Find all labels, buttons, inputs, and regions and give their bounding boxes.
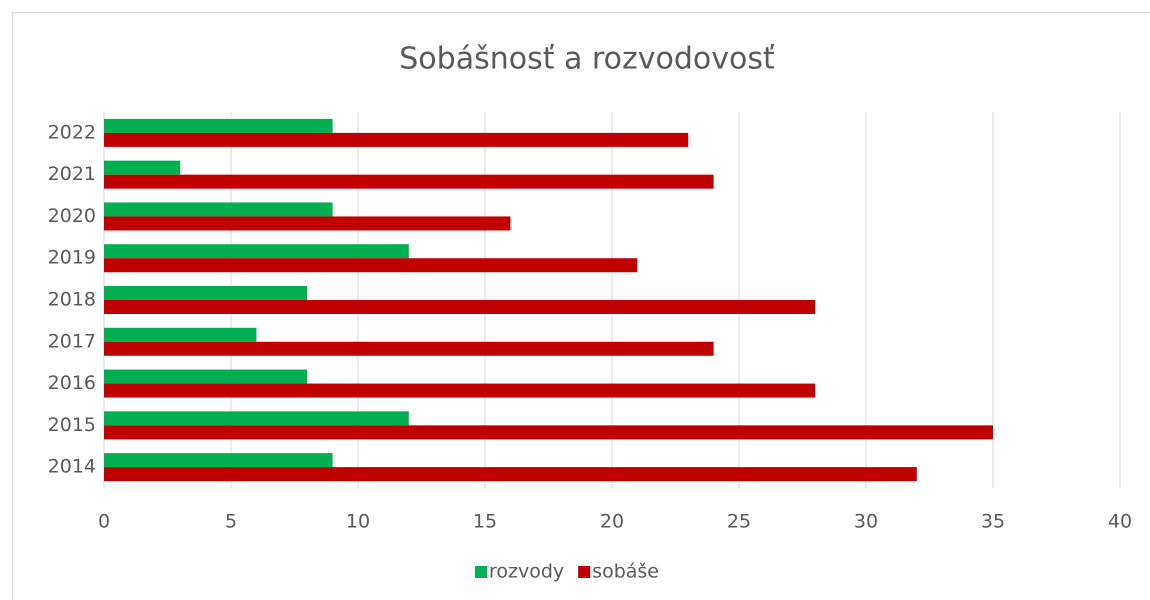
bar — [104, 216, 511, 231]
chart-title: Sobášnosť a rozvodovosť — [399, 42, 775, 77]
x-tick-label: 5 — [225, 511, 237, 533]
y-tick-label: 2018 — [48, 289, 96, 311]
legend-label: sobáše — [592, 561, 659, 583]
x-tick-label: 20 — [600, 511, 624, 533]
bar — [104, 411, 409, 426]
legend-swatch — [578, 566, 591, 578]
y-tick-label: 2015 — [48, 414, 96, 436]
bar — [104, 244, 409, 259]
bar — [104, 118, 333, 133]
legend-label: rozvody — [489, 561, 564, 583]
bar — [104, 258, 638, 273]
y-tick-label: 2022 — [48, 121, 96, 143]
x-tick-label: 40 — [1108, 511, 1132, 533]
bar — [104, 467, 917, 482]
bar — [104, 202, 333, 217]
x-tick-label: 15 — [473, 511, 497, 533]
bar — [104, 300, 816, 314]
x-tick-label: 35 — [981, 511, 1005, 533]
y-tick-label: 2014 — [48, 456, 96, 478]
bar — [104, 383, 816, 398]
bar — [104, 425, 993, 440]
x-tick-label: 10 — [346, 511, 370, 533]
bar — [104, 132, 689, 147]
bar — [104, 160, 181, 175]
x-tick-label: 0 — [98, 511, 110, 533]
y-tick-label: 2019 — [48, 247, 96, 269]
bar — [104, 341, 714, 356]
bar — [104, 369, 308, 384]
y-tick-label: 2020 — [48, 205, 96, 227]
y-tick-label: 2017 — [48, 330, 96, 352]
bar — [104, 174, 714, 189]
y-tick-label: 2016 — [48, 372, 96, 394]
x-tick-label: 30 — [854, 511, 878, 533]
legend-swatch — [475, 566, 487, 578]
y-tick-label: 2021 — [48, 163, 96, 185]
bar — [104, 453, 333, 468]
bar — [104, 327, 257, 342]
x-tick-label: 25 — [727, 511, 751, 533]
bar — [104, 286, 308, 300]
